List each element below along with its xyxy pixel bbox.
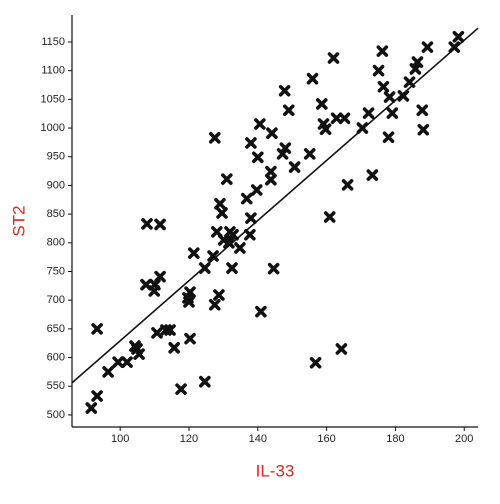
x-tick-label: 200 — [455, 433, 473, 445]
x-tick-label: 120 — [180, 433, 198, 445]
point — [223, 237, 235, 249]
point — [255, 305, 267, 318]
y-tick-label: 950 — [47, 151, 65, 163]
point — [184, 332, 196, 345]
point — [303, 148, 316, 160]
point — [154, 218, 166, 231]
point — [338, 112, 351, 125]
y-tick-label: 600 — [47, 351, 65, 363]
point — [227, 228, 239, 241]
point — [309, 356, 322, 369]
point — [175, 383, 187, 395]
point — [151, 327, 163, 339]
point — [183, 296, 195, 308]
point — [188, 247, 200, 259]
point — [214, 197, 226, 210]
point — [208, 131, 221, 144]
point — [330, 112, 343, 125]
y-tick-label: 1050 — [41, 93, 65, 105]
point — [372, 64, 385, 77]
y-tick-label: 1150 — [41, 36, 65, 48]
point — [377, 80, 390, 93]
point — [282, 104, 295, 117]
y-tick-label: 700 — [47, 294, 65, 306]
point — [245, 137, 257, 149]
point — [341, 179, 354, 191]
point — [216, 207, 228, 219]
point — [265, 173, 277, 186]
x-tick-label: 100 — [111, 433, 129, 445]
fit-line — [71, 27, 479, 384]
point — [244, 228, 256, 241]
point — [376, 45, 389, 57]
point — [416, 104, 429, 117]
point — [279, 142, 292, 154]
point — [315, 98, 328, 110]
point — [366, 169, 379, 181]
point — [411, 56, 424, 68]
y-tick-label: 550 — [47, 380, 65, 392]
point — [265, 165, 277, 178]
y-tick-label: 1000 — [41, 122, 65, 134]
point — [319, 123, 332, 135]
point — [91, 390, 103, 402]
point — [149, 278, 161, 291]
point — [208, 298, 221, 311]
y-tick-label: 500 — [47, 409, 65, 421]
x-tick-label: 180 — [386, 433, 404, 445]
point — [382, 131, 395, 144]
y-tick-label: 800 — [47, 237, 65, 249]
point — [112, 356, 124, 368]
point — [266, 127, 278, 140]
point — [102, 366, 114, 378]
point — [327, 52, 340, 64]
point — [221, 173, 233, 185]
point — [213, 289, 225, 301]
point — [154, 270, 166, 283]
point — [323, 211, 336, 223]
point — [207, 250, 219, 262]
point — [184, 286, 196, 298]
point — [362, 107, 375, 119]
point — [397, 90, 410, 102]
point — [91, 323, 103, 335]
point — [421, 41, 434, 53]
point — [417, 123, 430, 136]
x-tick-label: 160 — [317, 433, 335, 445]
point — [85, 402, 98, 414]
point — [335, 343, 348, 355]
point — [386, 107, 399, 119]
point — [133, 348, 145, 360]
point — [306, 72, 319, 85]
point — [278, 84, 291, 97]
point — [448, 41, 461, 53]
point — [121, 356, 133, 368]
x-tick-label: 140 — [249, 433, 267, 445]
point — [267, 262, 280, 275]
point — [240, 192, 253, 205]
x-axis-title: IL-33 — [256, 461, 295, 480]
y-tick-label: 900 — [47, 179, 65, 191]
point — [452, 31, 465, 43]
point — [234, 242, 246, 254]
point — [250, 184, 263, 196]
y-axis-title: ST2 — [9, 205, 28, 236]
y-tick-label: 1100 — [41, 65, 65, 77]
y-tick-label: 650 — [47, 323, 65, 335]
point — [254, 118, 266, 130]
point — [245, 212, 257, 224]
point — [288, 161, 301, 173]
point — [199, 375, 211, 388]
point — [383, 91, 396, 103]
y-tick-label: 850 — [47, 208, 65, 220]
point — [226, 262, 238, 274]
point — [164, 324, 176, 336]
point — [141, 218, 153, 230]
point — [251, 151, 264, 164]
y-tick-label: 750 — [47, 265, 65, 277]
point — [168, 342, 180, 354]
